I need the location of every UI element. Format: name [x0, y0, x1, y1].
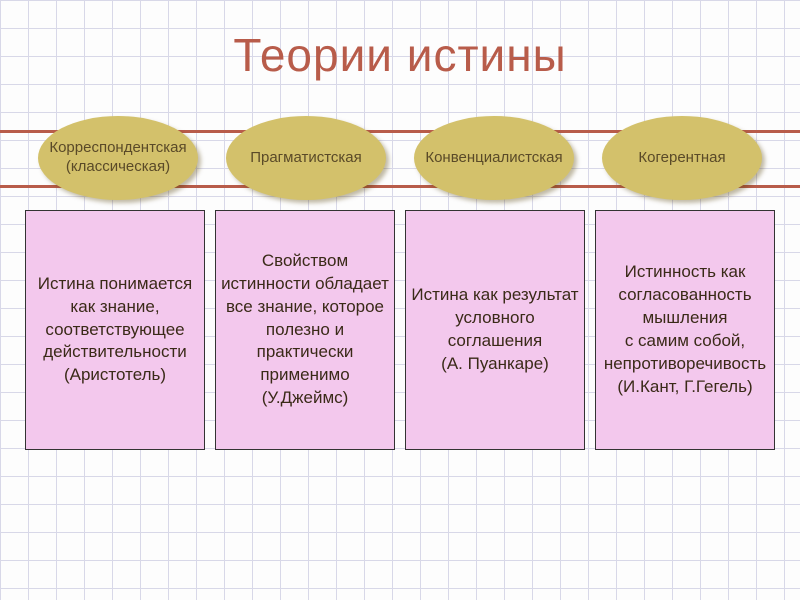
theory-ovals-row: Корреспондентская (классическая) Прагмат… — [0, 116, 800, 200]
page-title: Теории истины — [0, 28, 800, 82]
oval-correspondent: Корреспондентская (классическая) — [38, 116, 198, 200]
box-coherent: Истинность как согласованность мышления … — [595, 210, 775, 450]
box-conventionalist: Истина как результат условного соглашени… — [405, 210, 585, 450]
theory-boxes-row: Истина понимается как знание, соответств… — [0, 210, 800, 450]
oval-conventionalist: Конвенциалистская — [414, 116, 574, 200]
oval-coherent: Когерентная — [602, 116, 762, 200]
box-pragmatist: Свойством истинности обладает все знание… — [215, 210, 395, 450]
box-correspondent: Истина понимается как знание, соответств… — [25, 210, 205, 450]
oval-pragmatist: Прагматистская — [226, 116, 386, 200]
